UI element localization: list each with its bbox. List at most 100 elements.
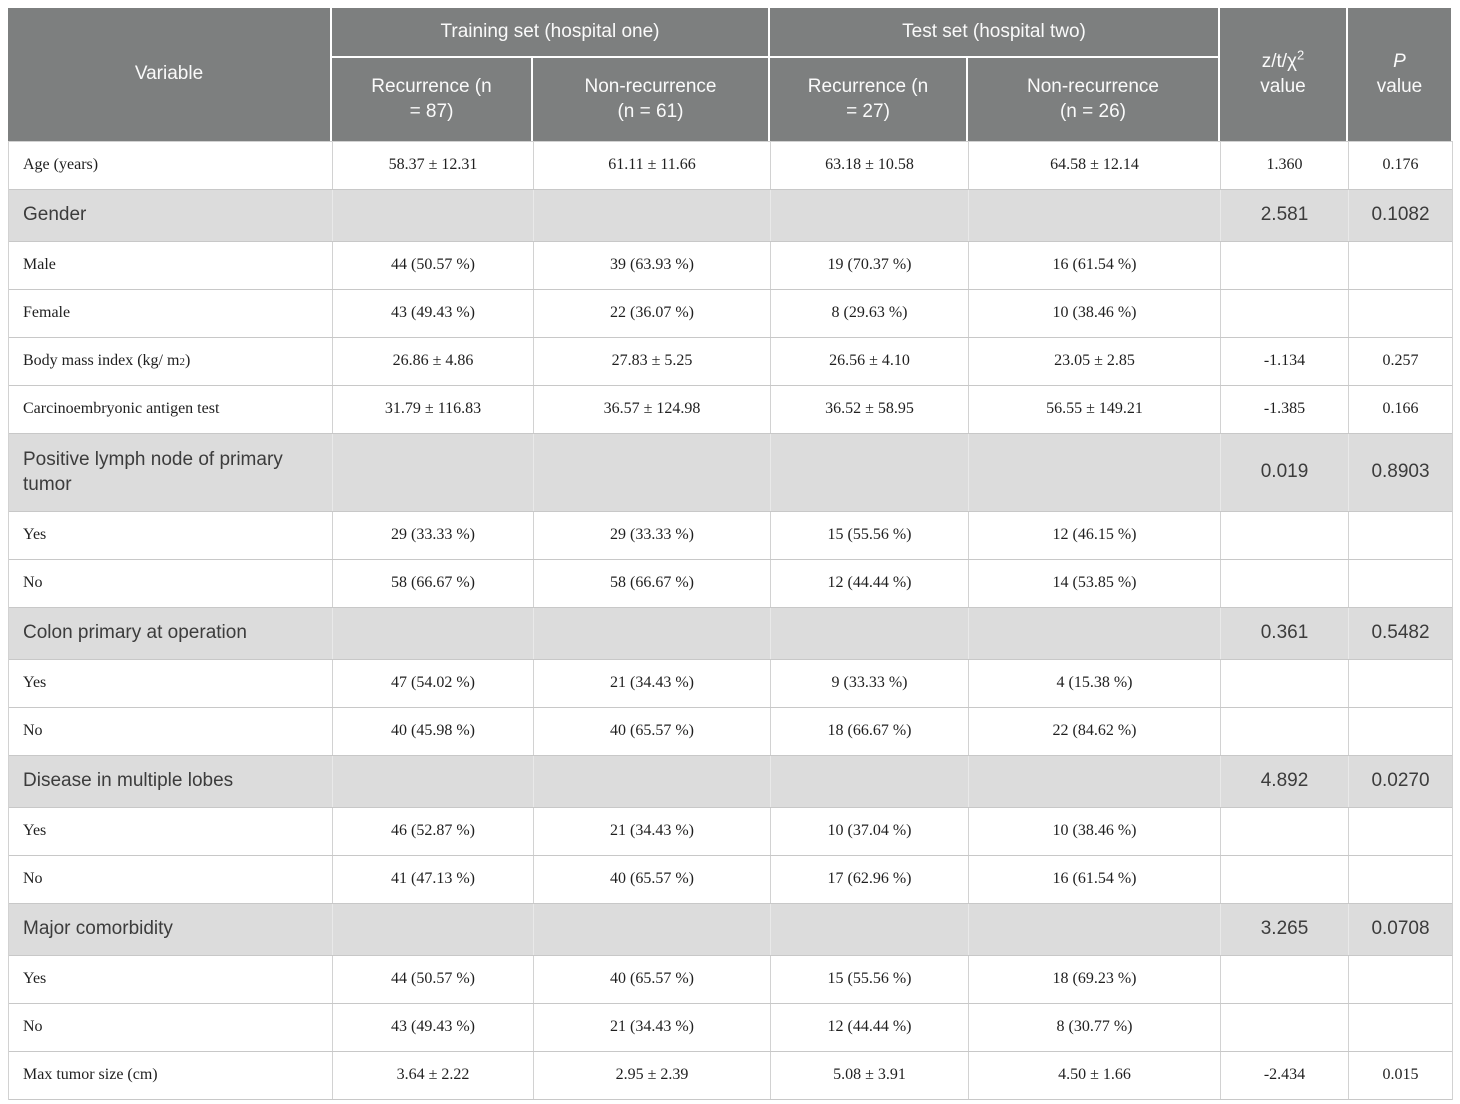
training-recurrence-cell: 26.86 ± 4.86 [333, 338, 534, 385]
test-recurrence-cell: 36.52 ± 58.95 [771, 386, 969, 433]
p-value-cell: 0.8903 [1371, 461, 1430, 483]
variable-cell: Gender [9, 190, 333, 241]
section-row: Colon primary at operation 0.361 0.5482 [9, 608, 1452, 660]
p-value-cell [1349, 808, 1452, 855]
test-recurrence-cell: 8 (29.63 %) [771, 290, 969, 337]
test-recurrence-cell: 26.56 ± 4.10 [771, 338, 969, 385]
test-nonrecurrence-cell: 16 (61.54 %) [969, 242, 1221, 289]
table-body: Age (years) 58.37 ± 12.31 61.11 ± 11.66 63.… [8, 141, 1453, 1100]
stat-value-cell [1221, 512, 1349, 559]
column-header-p-value-label: P value [1376, 50, 1423, 97]
training-nonrecurrence-cell [534, 608, 771, 659]
test-recurrence-cell: 15 (55.56 %) [771, 512, 969, 559]
data-row: Female 43 (49.43 %) 22 (36.07 %) 8 (29.63 %… [9, 290, 1452, 338]
data-row: No 40 (45.98 %) 40 (65.57 %) 18 (66.67 %) 22… [9, 708, 1452, 756]
training-nonrecurrence-cell [534, 434, 771, 511]
variable-cell: Yes [9, 512, 333, 559]
test-recurrence-cell: 18 (66.67 %) [771, 708, 969, 755]
stat-value-cell: 2.581 [1221, 190, 1349, 241]
test-nonrecurrence-cell [969, 756, 1221, 807]
training-recurrence-cell: 58.37 ± 12.31 [333, 142, 534, 189]
stat-value-cell: -1.385 [1221, 386, 1349, 433]
training-nonrecurrence-cell: 61.11 ± 11.66 [534, 142, 771, 189]
training-recurrence-cell [333, 904, 534, 955]
variable-cell: Colon primary at operation [9, 608, 333, 659]
group-header-training-set-label: Training set (hospital one) [440, 20, 660, 42]
column-header-variable-label: Variable [134, 63, 204, 85]
training-nonrecurrence-cell: 36.57 ± 124.98 [534, 386, 771, 433]
stat-value-cell [1221, 1004, 1349, 1051]
p-value-cell: 0.1082 [1371, 204, 1430, 226]
data-row: Age (years) 58.37 ± 12.31 61.11 ± 11.66 63.… [9, 142, 1452, 190]
p-value-cell [1349, 660, 1452, 707]
variable-cell: Yes [9, 660, 333, 707]
training-nonrecurrence-cell: 22 (36.07 %) [534, 290, 771, 337]
test-nonrecurrence-cell [969, 190, 1221, 241]
p-value-cell: 0.0270 [1371, 770, 1430, 792]
training-nonrecurrence-cell: 21 (34.43 %) [534, 660, 771, 707]
test-recurrence-cell [771, 904, 969, 955]
p-value-cell [1349, 856, 1452, 903]
training-recurrence-cell: 44 (50.57 %) [333, 956, 534, 1003]
test-nonrecurrence-cell: 64.58 ± 12.14 [969, 142, 1221, 189]
test-nonrecurrence-cell: 10 (38.46 %) [969, 290, 1221, 337]
column-header-test-recurrence: Recurrence (n = 27) [770, 58, 968, 141]
data-row: Yes 29 (33.33 %) 29 (33.33 %) 15 (55.56 %) 1… [9, 512, 1452, 560]
test-recurrence-cell: 10 (37.04 %) [771, 808, 969, 855]
training-recurrence-cell: 3.64 ± 2.22 [333, 1052, 534, 1099]
test-recurrence-cell [771, 190, 969, 241]
variable-cell: Body mass index (kg/ m 2) [9, 338, 333, 385]
test-nonrecurrence-cell: 8 (30.77 %) [969, 1004, 1221, 1051]
training-recurrence-cell [333, 190, 534, 241]
p-value-cell [1349, 1004, 1452, 1051]
training-nonrecurrence-cell: 21 (34.43 %) [534, 1004, 771, 1051]
test-nonrecurrence-cell [969, 434, 1221, 511]
training-nonrecurrence-cell: 40 (65.57 %) [534, 708, 771, 755]
stat-value-cell [1221, 560, 1349, 607]
test-recurrence-cell [771, 756, 969, 807]
training-recurrence-cell: 46 (52.87 %) [333, 808, 534, 855]
training-nonrecurrence-cell: 29 (33.33 %) [534, 512, 771, 559]
training-nonrecurrence-cell: 58 (66.67 %) [534, 560, 771, 607]
data-row: Body mass index (kg/ m 2) 26.86 ± 4.86 27.8… [9, 338, 1452, 386]
section-row: Disease in multiple lobes 4.892 0.0270 [9, 756, 1452, 808]
stat-value-cell: 0.361 [1221, 608, 1349, 659]
group-header-test-set: Test set (hospital two) [770, 8, 1220, 58]
test-nonrecurrence-cell: 12 (46.15 %) [969, 512, 1221, 559]
section-row: Major comorbidity 3.265 0.0708 [9, 904, 1452, 956]
training-recurrence-cell [333, 608, 534, 659]
variable-cell: Yes [9, 956, 333, 1003]
variable-cell: Major comorbidity [9, 904, 333, 955]
stat-value-cell [1221, 808, 1349, 855]
variable-cell: Female [9, 290, 333, 337]
training-nonrecurrence-cell: 40 (65.57 %) [534, 856, 771, 903]
stat-value-cell [1221, 856, 1349, 903]
test-nonrecurrence-cell: 18 (69.23 %) [969, 956, 1221, 1003]
p-value-cell: 0.176 [1382, 156, 1419, 174]
variable-cell: No [9, 856, 333, 903]
data-row: Carcinoembryonic antigen test 31.79 ± 116… [9, 386, 1452, 434]
training-recurrence-cell: 47 (54.02 %) [333, 660, 534, 707]
training-recurrence-cell: 31.79 ± 116.83 [333, 386, 534, 433]
p-value-cell: 0.166 [1382, 400, 1419, 418]
test-recurrence-cell: 63.18 ± 10.58 [771, 142, 969, 189]
column-header-training-recurrence: Recurrence (n = 87) [332, 58, 533, 141]
test-nonrecurrence-cell [969, 608, 1221, 659]
group-header-test-set-label: Test set (hospital two) [902, 20, 1086, 42]
stat-value-cell: -2.434 [1221, 1052, 1349, 1099]
test-nonrecurrence-cell: 10 (38.46 %) [969, 808, 1221, 855]
test-nonrecurrence-cell: 4 (15.38 %) [969, 660, 1221, 707]
training-recurrence-cell: 41 (47.13 %) [333, 856, 534, 903]
test-recurrence-cell: 12 (44.44 %) [771, 1004, 969, 1051]
column-header-stat-value: z/t/χ2 value [1220, 8, 1348, 141]
variable-cell: Age (years) [9, 142, 333, 189]
training-nonrecurrence-cell [534, 190, 771, 241]
variable-cell: Yes [9, 808, 333, 855]
data-row: Yes 46 (52.87 %) 21 (34.43 %) 10 (37.04 %) 1… [9, 808, 1452, 856]
stat-value-cell: -1.134 [1221, 338, 1349, 385]
stat-value-cell [1221, 242, 1349, 289]
training-recurrence-cell: 44 (50.57 %) [333, 242, 534, 289]
stat-value-cell: 1.360 [1221, 142, 1349, 189]
training-nonrecurrence-cell: 21 (34.43 %) [534, 808, 771, 855]
p-symbol: P [1393, 50, 1406, 72]
